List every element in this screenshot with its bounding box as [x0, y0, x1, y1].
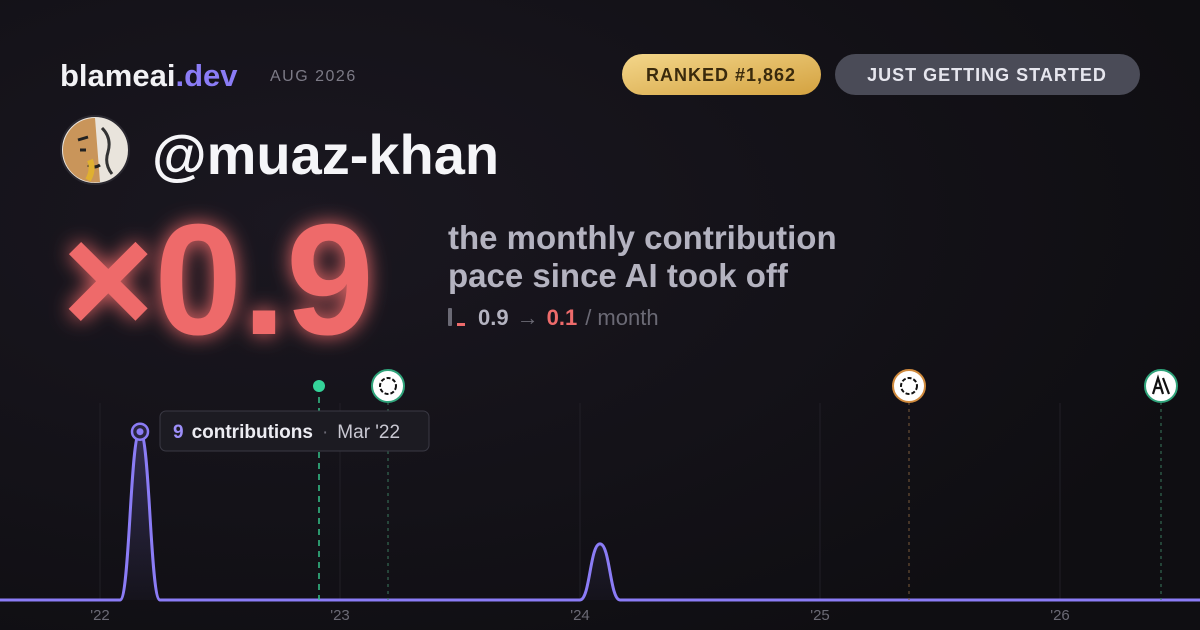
pace-arrow: →	[517, 305, 539, 330]
event-logo	[900, 377, 918, 395]
tooltip-box	[159, 410, 430, 452]
description-line: the monthly contribution	[448, 219, 837, 256]
handle: @muaz-khan	[152, 123, 499, 186]
status-badge	[835, 54, 1140, 95]
highlight-point	[136, 428, 144, 436]
event-icon	[371, 369, 405, 403]
event-icon	[892, 369, 926, 403]
x-tick-label: '25	[810, 607, 830, 624]
area	[0, 431, 1200, 600]
description-line: pace since AI took off	[448, 257, 789, 294]
rank-badge	[622, 54, 821, 95]
tooltip-text: 9 contributions · Mar '22	[173, 422, 400, 443]
status: JUST GETTING STARTED	[867, 65, 1107, 85]
x-tick-label: '24	[570, 607, 590, 624]
event-logo	[379, 377, 397, 395]
pace: 0.9 → 0.1 / month	[478, 305, 659, 330]
avatar	[60, 115, 130, 185]
event-markers	[313, 369, 1178, 600]
brand: blameai.dev	[60, 58, 238, 93]
multiplier: ×0.9	[62, 192, 374, 368]
pace-unit: / month	[585, 305, 658, 330]
event-logo	[1151, 374, 1171, 395]
period: AUG 2026	[270, 68, 357, 85]
pace-before: 0.9	[478, 305, 509, 330]
pace-icon	[448, 308, 465, 326]
line	[0, 430, 1200, 602]
tooltip-date: Mar '22	[337, 422, 400, 443]
tooltip: 9 contributions · Mar '22	[159, 410, 430, 452]
chart: '22 '23 '24 '25 '26	[0, 403, 1200, 624]
brand-name: blameai	[60, 58, 175, 93]
x-tick-label: '23	[330, 607, 350, 624]
pace-after: 0.1	[547, 305, 578, 330]
x-tick-label: '26	[1050, 607, 1070, 624]
brand-suffix: .dev	[175, 58, 238, 93]
tooltip-value: 9	[173, 422, 184, 443]
event-dot	[313, 380, 325, 392]
x-tick-label: '22	[90, 607, 110, 624]
rank: RANKED #1,862	[646, 65, 796, 85]
tooltip-unit: contributions	[192, 422, 313, 443]
tooltip-separator: ·	[322, 422, 328, 443]
